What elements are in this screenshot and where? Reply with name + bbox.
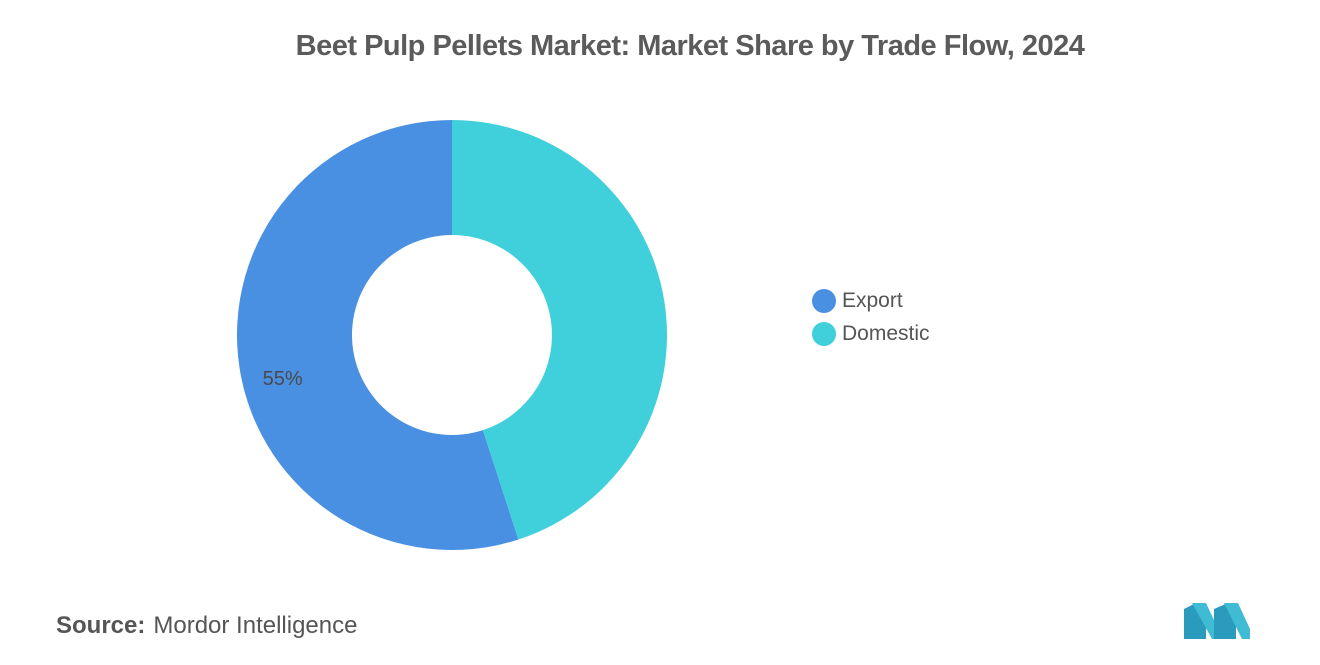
legend-swatch-domestic bbox=[812, 321, 836, 346]
slice-domestic[interactable] bbox=[452, 120, 667, 540]
source-note: Source: Mordor Intelligence bbox=[56, 612, 357, 640]
legend-item-export[interactable]: Export bbox=[812, 284, 930, 317]
slice-export[interactable] bbox=[236, 120, 519, 550]
legend-label-export: Export bbox=[842, 288, 903, 312]
mordor-logo-icon bbox=[1184, 603, 1250, 639]
data-label-export: 55% bbox=[263, 368, 303, 390]
source-label: Source: bbox=[56, 612, 146, 639]
legend: Export Domestic bbox=[812, 284, 930, 350]
source-value: Mordor Intelligence bbox=[153, 612, 358, 639]
legend-item-domestic[interactable]: Domestic bbox=[812, 317, 930, 350]
legend-label-domestic: Domestic bbox=[842, 321, 930, 345]
chart-title: Beet Pulp Pellets Market: Market Share b… bbox=[295, 30, 1085, 62]
legend-swatch-export bbox=[812, 288, 836, 313]
